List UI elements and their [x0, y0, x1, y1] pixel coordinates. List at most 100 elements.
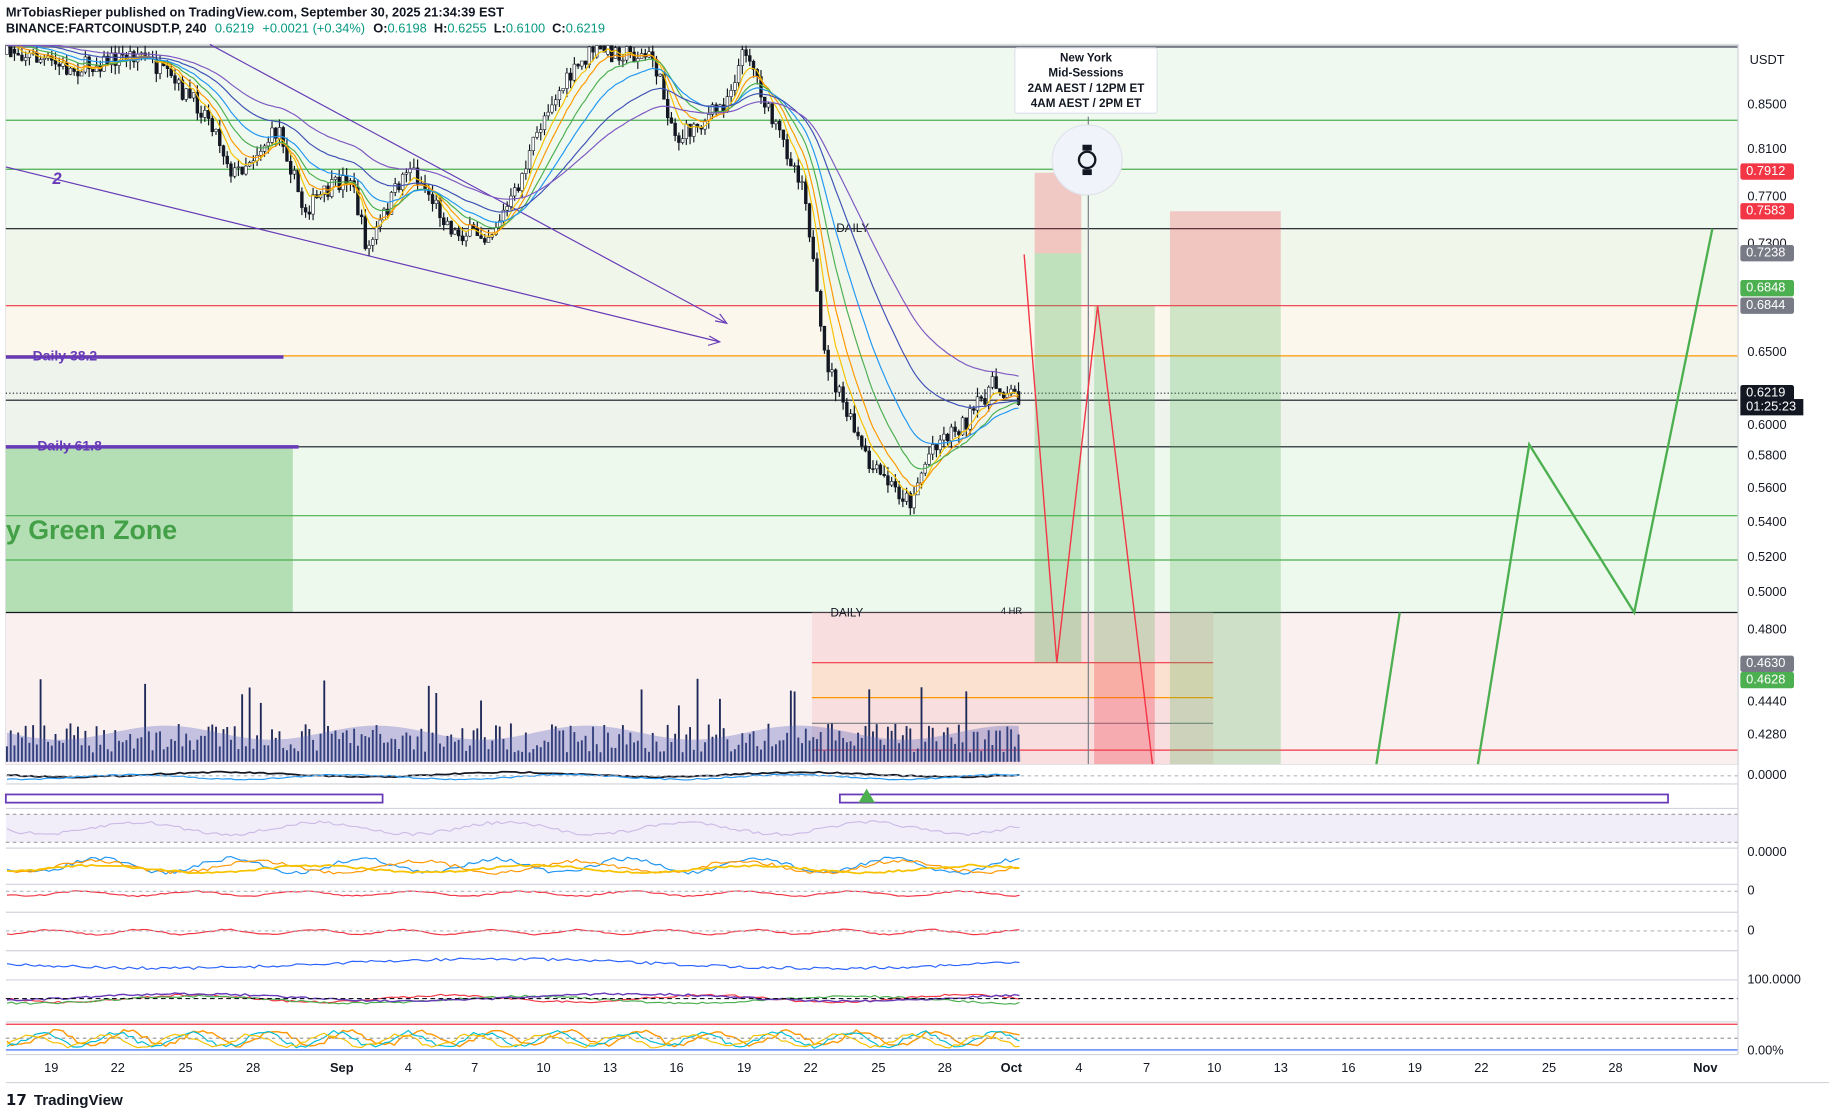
candle	[998, 388, 1002, 393]
candle	[296, 169, 300, 193]
candle	[830, 369, 834, 373]
candle	[442, 217, 446, 226]
candle	[535, 132, 539, 138]
countdown: 01:25:23	[1746, 399, 1796, 414]
candle	[736, 65, 741, 83]
candle	[968, 408, 972, 430]
candle	[464, 235, 468, 242]
annotation: 4 HR	[1001, 606, 1023, 616]
candle	[531, 136, 535, 151]
pane-label: 0	[1747, 883, 1754, 898]
annotation: y Green Zone	[6, 515, 177, 545]
candle	[527, 150, 532, 170]
candle	[897, 486, 901, 500]
moving-average	[6, 45, 1019, 445]
candle	[389, 192, 394, 215]
candle	[371, 239, 375, 246]
session-text: 2AM AEST / 12PM ET	[1028, 82, 1145, 95]
moving-average	[6, 45, 1019, 377]
price-tag	[1740, 385, 1795, 402]
candle	[871, 468, 875, 470]
candle	[591, 46, 595, 53]
pane-label: 100.0000	[1747, 971, 1801, 986]
candle	[333, 176, 338, 180]
price-tag-text: 0.7583	[1746, 203, 1785, 218]
date-label: 10	[1207, 1060, 1221, 1075]
indicator-line	[6, 992, 1020, 1003]
candle	[886, 475, 890, 486]
candle	[83, 56, 88, 73]
zone-band	[5, 355, 1739, 447]
zone-band	[5, 305, 1739, 356]
trend-line	[209, 43, 727, 324]
candle	[729, 90, 733, 97]
candle	[598, 45, 603, 50]
candle	[774, 121, 778, 125]
pane-label: 0.0000	[1747, 844, 1786, 859]
axes: 0.85000.81000.77000.73000.65000.60000.58…	[44, 96, 1804, 1075]
candle	[692, 123, 696, 137]
candle	[539, 129, 543, 133]
price-tag-text: 0.4628	[1746, 672, 1785, 687]
candle	[214, 128, 218, 132]
candle	[274, 127, 278, 139]
candle	[524, 168, 528, 174]
candle	[303, 207, 308, 213]
candle	[236, 166, 241, 169]
candle	[292, 169, 297, 175]
indicator-line	[6, 773, 1020, 781]
candle	[91, 68, 95, 73]
candle	[718, 104, 722, 113]
candle	[833, 369, 838, 393]
symbol: BINANCE:FARTCOINUSDT.P, 240	[6, 21, 207, 36]
date-label: 25	[178, 1060, 192, 1075]
price-tag-text: 0.6844	[1746, 297, 1785, 312]
candle	[983, 398, 987, 405]
candle	[42, 57, 47, 60]
candle	[486, 236, 491, 243]
candle	[288, 160, 293, 175]
candle	[565, 72, 569, 89]
date-label: 13	[1274, 1060, 1288, 1075]
date-label: 28	[246, 1060, 260, 1075]
stop-box	[1094, 662, 1155, 765]
candle	[1013, 388, 1017, 392]
candle	[744, 49, 748, 56]
candle	[931, 444, 935, 455]
candle	[512, 187, 517, 197]
pane-label: 0.0000	[1747, 767, 1786, 782]
candle	[505, 206, 509, 211]
price-label: 0.5000	[1747, 584, 1786, 599]
date-label: 7	[471, 1060, 478, 1075]
countdown-bg	[1740, 399, 1804, 416]
candle	[337, 176, 341, 191]
candle	[27, 52, 32, 58]
candle	[841, 386, 845, 403]
candle	[863, 445, 868, 452]
candle	[113, 52, 117, 66]
date-label: Oct	[1001, 1060, 1023, 1075]
candle	[520, 173, 524, 191]
candle	[964, 417, 968, 430]
moving-average	[6, 45, 1019, 408]
date-label: 4	[405, 1060, 412, 1075]
candle	[807, 203, 812, 238]
candle	[546, 111, 550, 117]
footer-logo: TradingView	[34, 1092, 123, 1109]
candle	[613, 47, 618, 59]
candle	[819, 290, 823, 327]
date-label: 7	[1143, 1060, 1150, 1075]
candle	[165, 65, 170, 69]
candle	[393, 183, 397, 193]
price-label: 0.4440	[1747, 694, 1786, 709]
candle	[23, 57, 28, 61]
indicator-line	[6, 1032, 1020, 1049]
projection-green	[1375, 612, 1401, 765]
trend-line	[5, 166, 720, 343]
candle	[889, 481, 894, 486]
candle	[796, 165, 801, 183]
candle	[225, 155, 229, 165]
candle	[516, 187, 521, 191]
annotation: DAILY	[836, 222, 869, 235]
candle	[9, 45, 13, 58]
